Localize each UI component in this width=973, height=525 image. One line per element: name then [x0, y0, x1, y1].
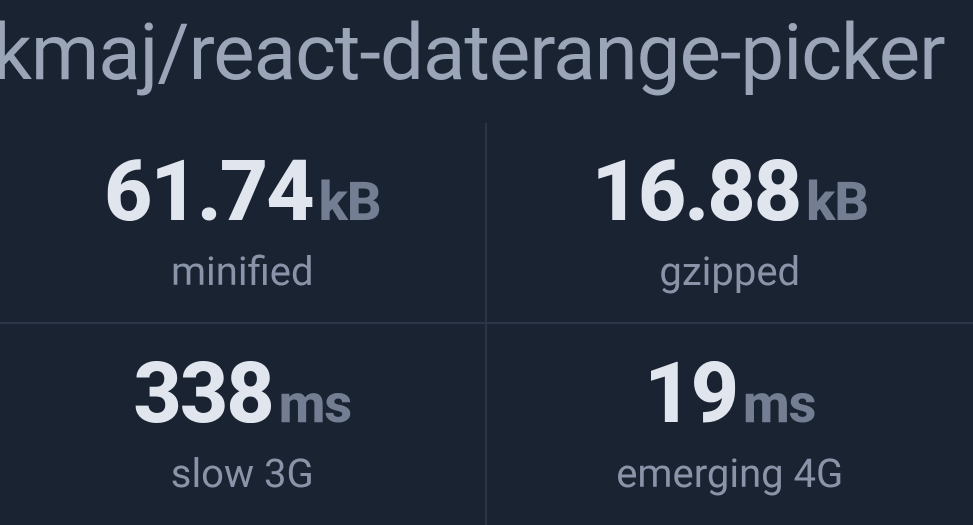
metric-value-line: 338 ms: [133, 352, 351, 436]
metric-label: gzipped: [659, 248, 800, 295]
metric-slow-3g: 338 ms slow 3G: [0, 324, 487, 525]
metric-value-line: 19 ms: [644, 352, 815, 436]
metric-value: 19: [644, 352, 737, 436]
metric-label: minified: [171, 248, 314, 295]
package-title: ekmaj/react-daterange-picker: [0, 0, 973, 123]
metric-label: emerging 4G: [616, 450, 843, 497]
metric-value: 16.88: [591, 150, 800, 234]
metric-label: slow 3G: [171, 450, 314, 497]
metric-value: 338: [133, 352, 272, 436]
metric-value: 61.74: [104, 150, 313, 234]
metric-value-line: 16.88 kB: [591, 150, 868, 234]
metric-emerging-4g: 19 ms emerging 4G: [487, 324, 973, 525]
metric-unit: kB: [806, 176, 868, 230]
metric-value-line: 61.74 kB: [104, 150, 381, 234]
stats-panel: ekmaj/react-daterange-picker 61.74 kB mi…: [0, 0, 973, 525]
metric-gzipped: 16.88 kB gzipped: [487, 123, 973, 324]
metric-minified: 61.74 kB minified: [0, 123, 487, 324]
metric-unit: ms: [743, 378, 815, 432]
metric-unit: kB: [319, 176, 381, 230]
metrics-grid: 61.74 kB minified 16.88 kB gzipped 338 m…: [0, 123, 973, 525]
metric-unit: ms: [279, 378, 351, 432]
